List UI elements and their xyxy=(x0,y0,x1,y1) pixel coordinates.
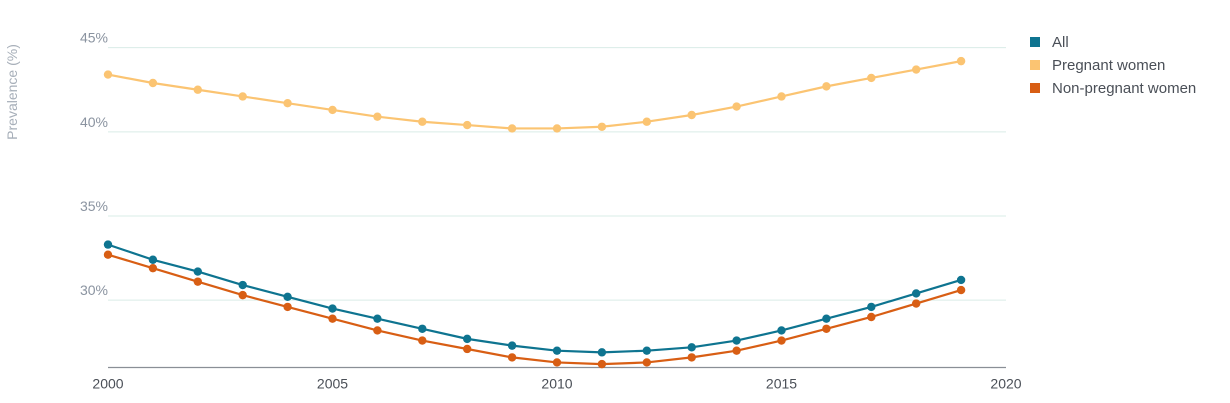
data-point[interactable] xyxy=(507,353,517,362)
data-point[interactable] xyxy=(103,240,113,249)
data-point[interactable] xyxy=(687,343,696,352)
y-tick-label: 45% xyxy=(80,30,108,46)
data-point[interactable] xyxy=(822,324,831,333)
data-point[interactable] xyxy=(732,102,741,111)
legend-swatch xyxy=(1030,37,1040,47)
data-point[interactable] xyxy=(552,358,562,367)
data-point[interactable] xyxy=(777,326,786,335)
data-point[interactable] xyxy=(463,120,472,130)
data-point[interactable] xyxy=(328,304,337,313)
series-line xyxy=(106,243,963,354)
legend-swatch xyxy=(1030,60,1040,70)
grid xyxy=(108,47,1006,301)
data-point[interactable] xyxy=(193,267,202,276)
data-point[interactable] xyxy=(552,346,562,355)
x-tick-label: 2015 xyxy=(766,376,797,392)
data-point[interactable] xyxy=(956,275,966,285)
legend-item[interactable]: Pregnant women xyxy=(1030,57,1165,74)
data-point[interactable] xyxy=(103,70,113,79)
data-point[interactable] xyxy=(687,110,696,120)
series-pregnant-women xyxy=(103,56,966,133)
data-point[interactable] xyxy=(148,263,158,273)
data-point[interactable] xyxy=(418,324,427,333)
data-point[interactable] xyxy=(732,346,741,355)
data-point[interactable] xyxy=(373,314,382,323)
data-point[interactable] xyxy=(463,334,472,344)
series-line xyxy=(106,253,963,366)
data-point[interactable] xyxy=(642,346,651,355)
data-point[interactable] xyxy=(507,341,517,350)
data-point[interactable] xyxy=(597,348,607,357)
x-tick-label: 2020 xyxy=(990,376,1021,392)
y-tick-label: 40% xyxy=(80,114,108,130)
x-axis-ticks: 2000 2005 2010 2015 2020 xyxy=(92,376,1021,392)
data-point[interactable] xyxy=(912,299,921,308)
data-point[interactable] xyxy=(642,117,651,126)
legend-label: Non-pregnant women xyxy=(1052,80,1196,97)
data-point[interactable] xyxy=(867,312,876,322)
data-point[interactable] xyxy=(193,85,202,94)
data-point[interactable] xyxy=(373,112,382,121)
data-point[interactable] xyxy=(732,336,741,345)
data-point[interactable] xyxy=(283,302,292,312)
data-point[interactable] xyxy=(867,302,876,312)
data-point[interactable] xyxy=(777,336,786,345)
data-point[interactable] xyxy=(956,56,966,66)
data-point[interactable] xyxy=(418,117,427,126)
legend[interactable]: All Pregnant women Non-pregnant women xyxy=(1030,34,1196,97)
series-line xyxy=(106,60,963,130)
data-point[interactable] xyxy=(597,122,607,131)
legend-label: All xyxy=(1052,34,1069,51)
data-point[interactable] xyxy=(238,290,247,300)
data-point[interactable] xyxy=(238,280,247,290)
legend-item[interactable]: All xyxy=(1030,34,1069,51)
y-tick-label: 30% xyxy=(80,282,108,298)
data-point[interactable] xyxy=(373,326,382,335)
data-point[interactable] xyxy=(418,336,427,345)
data-point[interactable] xyxy=(822,314,831,323)
data-point[interactable] xyxy=(777,92,786,101)
data-point[interactable] xyxy=(956,285,966,295)
y-tick-label: 35% xyxy=(80,198,108,214)
data-point[interactable] xyxy=(283,292,292,301)
data-point[interactable] xyxy=(193,277,202,286)
data-point[interactable] xyxy=(822,82,831,91)
data-point[interactable] xyxy=(912,289,921,298)
legend-swatch xyxy=(1030,83,1040,93)
data-point[interactable] xyxy=(148,255,158,264)
legend-item[interactable]: Non-pregnant women xyxy=(1030,80,1196,97)
data-point[interactable] xyxy=(552,124,562,133)
legend-label: Pregnant women xyxy=(1052,57,1165,74)
data-point[interactable] xyxy=(463,344,472,354)
x-tick-label: 2005 xyxy=(317,376,348,392)
data-point[interactable] xyxy=(103,250,113,259)
data-point[interactable] xyxy=(597,359,607,369)
data-point[interactable] xyxy=(148,78,158,88)
series xyxy=(103,56,966,369)
x-tick-label: 2000 xyxy=(92,376,123,392)
data-point[interactable] xyxy=(687,353,696,362)
data-point[interactable] xyxy=(867,73,876,83)
data-point[interactable] xyxy=(642,358,651,367)
x-tick-label: 2010 xyxy=(541,376,572,392)
data-point[interactable] xyxy=(283,99,292,108)
data-point[interactable] xyxy=(912,65,921,74)
data-point[interactable] xyxy=(507,124,517,133)
series-non-pregnant-women xyxy=(103,250,966,369)
data-point[interactable] xyxy=(328,105,337,115)
y-axis-ticks: 30% 35% 40% 45% xyxy=(80,30,108,299)
y-axis-title: Prevalence (%) xyxy=(4,44,20,140)
data-point[interactable] xyxy=(328,314,337,323)
series-all xyxy=(103,240,966,357)
data-point[interactable] xyxy=(238,92,247,101)
